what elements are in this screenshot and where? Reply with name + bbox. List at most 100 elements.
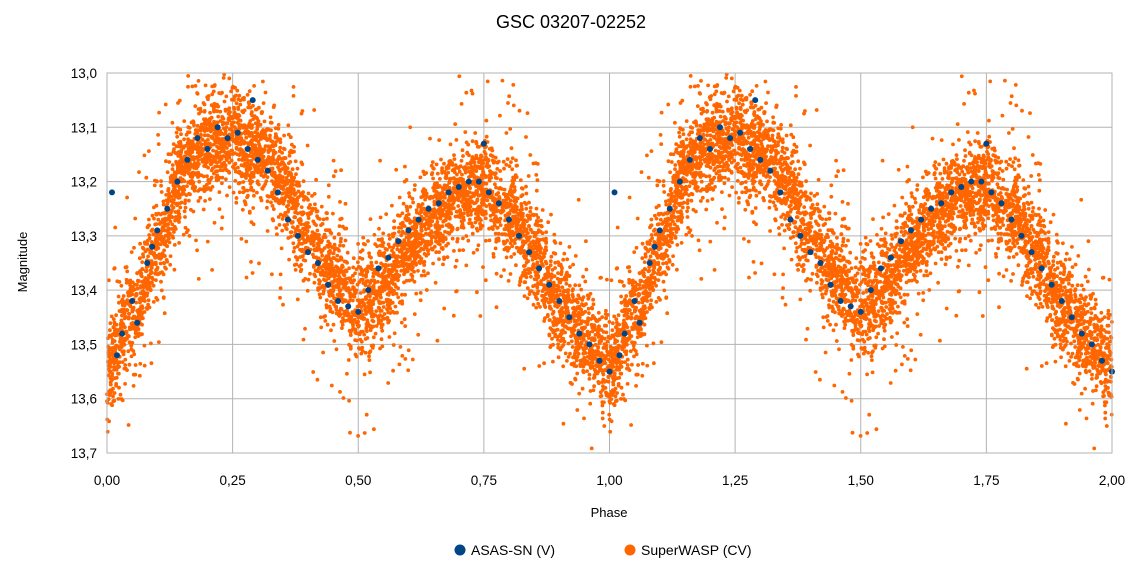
superwasp-point xyxy=(820,217,825,221)
superwasp-point xyxy=(960,248,964,253)
superwasp-point xyxy=(440,166,444,171)
superwasp-point xyxy=(301,190,305,195)
superwasp-point xyxy=(923,202,927,206)
superwasp-point xyxy=(108,328,112,333)
superwasp-point xyxy=(834,339,839,343)
superwasp-point xyxy=(936,280,940,285)
superwasp-point xyxy=(921,298,926,303)
superwasp-point xyxy=(649,233,654,237)
superwasp-point xyxy=(705,199,710,203)
superwasp-point xyxy=(364,412,369,417)
superwasp-point xyxy=(653,213,657,218)
superwasp-point xyxy=(318,295,323,300)
superwasp-point xyxy=(182,137,187,142)
superwasp-point xyxy=(600,410,605,415)
superwasp-point xyxy=(863,313,868,317)
superwasp-point xyxy=(1073,262,1078,267)
superwasp-point xyxy=(380,344,385,349)
superwasp-point xyxy=(178,205,183,210)
superwasp-point xyxy=(265,175,270,180)
superwasp-point xyxy=(954,313,959,318)
superwasp-point xyxy=(371,319,376,324)
superwasp-point xyxy=(1061,241,1065,246)
superwasp-point xyxy=(602,424,607,428)
superwasp-point xyxy=(848,250,853,255)
superwasp-point xyxy=(372,233,377,237)
superwasp-point xyxy=(420,202,425,206)
superwasp-point xyxy=(286,123,291,128)
superwasp-point xyxy=(105,429,110,434)
superwasp-point xyxy=(1106,312,1111,316)
superwasp-point xyxy=(884,300,888,305)
superwasp-point xyxy=(373,242,378,247)
superwasp-point xyxy=(791,230,796,235)
superwasp-point xyxy=(870,370,875,375)
superwasp-point xyxy=(988,198,992,203)
superwasp-point xyxy=(1008,101,1013,105)
superwasp-point xyxy=(147,233,152,237)
superwasp-point xyxy=(897,269,901,273)
superwasp-point xyxy=(804,278,808,283)
superwasp-point xyxy=(927,288,932,292)
superwasp-point xyxy=(367,358,372,362)
superwasp-point xyxy=(351,265,356,270)
superwasp-point xyxy=(501,159,506,164)
superwasp-point xyxy=(882,337,886,342)
superwasp-point xyxy=(218,109,223,114)
superwasp-point xyxy=(763,79,768,84)
superwasp-point xyxy=(613,394,618,399)
superwasp-point xyxy=(604,308,608,313)
superwasp-point xyxy=(616,313,621,318)
superwasp-point xyxy=(301,278,306,283)
superwasp-point xyxy=(343,238,348,243)
superwasp-point xyxy=(950,215,955,220)
superwasp-point xyxy=(705,133,710,138)
superwasp-point xyxy=(220,115,225,120)
superwasp-point xyxy=(577,283,582,288)
superwasp-point xyxy=(510,167,515,172)
superwasp-point xyxy=(324,298,329,303)
superwasp-point xyxy=(108,321,113,326)
superwasp-point xyxy=(1067,359,1072,363)
superwasp-point xyxy=(435,338,440,343)
superwasp-point xyxy=(438,177,442,181)
superwasp-point xyxy=(696,84,700,88)
superwasp-point xyxy=(118,392,123,397)
superwasp-point xyxy=(524,191,529,196)
superwasp-point xyxy=(657,203,661,208)
superwasp-point xyxy=(793,241,798,246)
superwasp-point xyxy=(916,291,921,296)
superwasp-point xyxy=(608,429,613,434)
superwasp-point xyxy=(831,328,836,333)
superwasp-point xyxy=(358,256,362,260)
superwasp-point xyxy=(483,278,488,283)
superwasp-point xyxy=(374,260,379,265)
superwasp-point xyxy=(208,141,212,146)
superwasp-point xyxy=(181,232,186,237)
superwasp-point xyxy=(1009,94,1014,99)
superwasp-point xyxy=(125,269,130,274)
superwasp-point xyxy=(182,119,187,123)
superwasp-point xyxy=(1106,308,1111,313)
superwasp-point xyxy=(855,271,860,276)
superwasp-point xyxy=(187,234,192,238)
superwasp-point xyxy=(712,268,717,272)
superwasp-point xyxy=(381,300,386,305)
superwasp-point xyxy=(161,261,166,265)
superwasp-point xyxy=(685,209,689,214)
superwasp-point xyxy=(124,265,129,269)
superwasp-point xyxy=(609,419,614,424)
superwasp-point xyxy=(328,230,333,235)
superwasp-point xyxy=(725,99,729,104)
superwasp-point xyxy=(954,200,958,205)
superwasp-point xyxy=(1063,364,1068,369)
superwasp-point xyxy=(553,334,557,339)
superwasp-point xyxy=(988,79,993,84)
superwasp-point xyxy=(1016,263,1021,268)
superwasp-point xyxy=(1060,288,1065,293)
superwasp-point xyxy=(838,292,842,297)
superwasp-point xyxy=(534,188,539,193)
superwasp-point xyxy=(1055,334,1060,339)
superwasp-point xyxy=(752,220,756,225)
superwasp-point xyxy=(375,279,380,284)
